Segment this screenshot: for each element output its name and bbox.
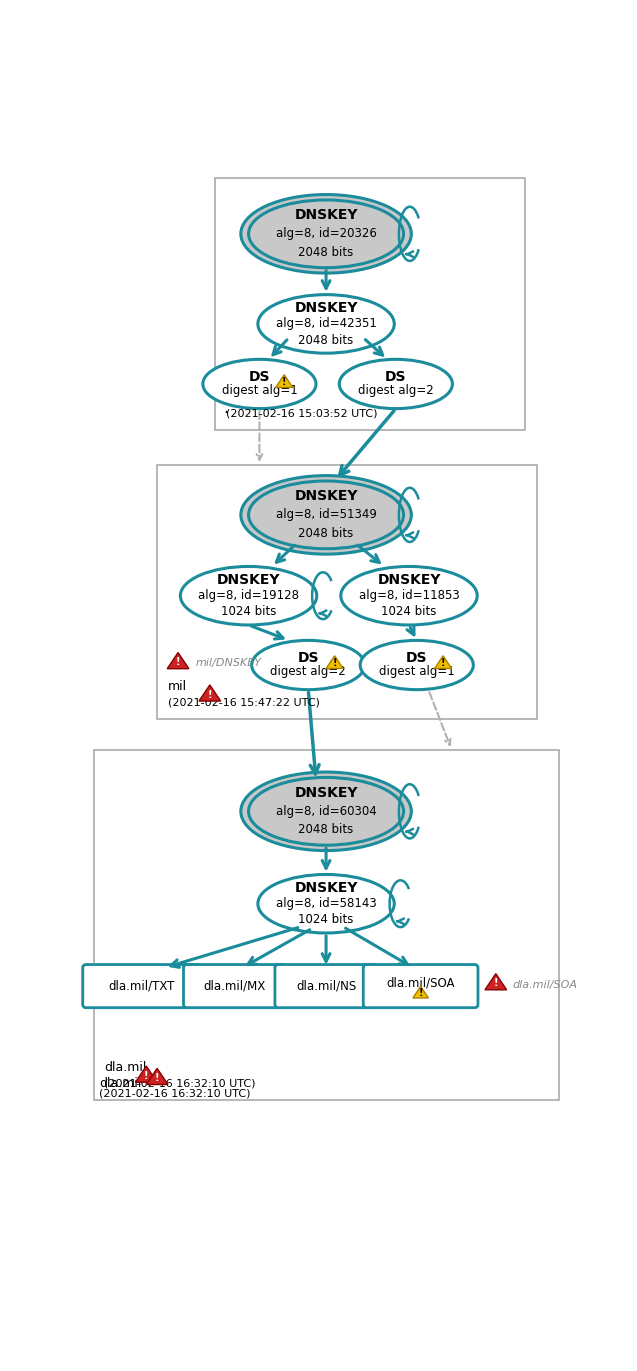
Text: digest alg=1: digest alg=1 <box>222 384 297 398</box>
FancyBboxPatch shape <box>83 965 201 1008</box>
Bar <box>94 750 559 1100</box>
Text: (2021-02-16 16:32:10 UTC): (2021-02-16 16:32:10 UTC) <box>104 1078 256 1089</box>
Text: DNSKEY: DNSKEY <box>217 573 280 587</box>
Text: alg=8, id=20326: alg=8, id=20326 <box>276 228 376 240</box>
Text: (2021-02-16 15:03:52 UTC): (2021-02-16 15:03:52 UTC) <box>226 409 378 418</box>
Text: !: ! <box>441 658 445 669</box>
Text: 1024 bits: 1024 bits <box>382 606 437 618</box>
Text: dla.mil/SOA: dla.mil/SOA <box>387 978 455 990</box>
Text: digest alg=2: digest alg=2 <box>358 384 434 398</box>
Ellipse shape <box>258 875 394 934</box>
Text: 2048 bits: 2048 bits <box>299 526 354 540</box>
Text: dla.mil/NS: dla.mil/NS <box>296 980 356 993</box>
Text: DS: DS <box>406 651 427 665</box>
Polygon shape <box>434 655 452 669</box>
Bar <box>157 465 537 718</box>
Polygon shape <box>485 973 506 990</box>
Bar <box>215 178 526 430</box>
Text: (2021-02-16 15:47:22 UTC): (2021-02-16 15:47:22 UTC) <box>168 696 320 707</box>
Text: 2048 bits: 2048 bits <box>299 245 354 259</box>
Polygon shape <box>147 1068 168 1084</box>
Text: DS: DS <box>248 370 270 384</box>
Text: dla.mil/TXT: dla.mil/TXT <box>108 980 175 993</box>
Ellipse shape <box>248 200 404 267</box>
Text: dla.mil/MX: dla.mil/MX <box>203 980 266 993</box>
Text: digest alg=1: digest alg=1 <box>379 665 455 679</box>
Text: DNSKEY: DNSKEY <box>377 573 441 587</box>
FancyBboxPatch shape <box>183 965 286 1008</box>
Text: !: ! <box>333 658 337 669</box>
Ellipse shape <box>360 640 473 690</box>
Text: alg=8, id=58143: alg=8, id=58143 <box>276 897 376 910</box>
Ellipse shape <box>241 772 412 850</box>
FancyBboxPatch shape <box>275 965 377 1008</box>
Text: alg=8, id=60304: alg=8, id=60304 <box>276 805 376 818</box>
Polygon shape <box>276 374 293 388</box>
Text: dla.mil: dla.mil <box>104 1061 147 1073</box>
Text: !: ! <box>208 690 212 699</box>
Text: !: ! <box>144 1071 148 1080</box>
Text: !: ! <box>494 979 498 988</box>
Text: !: ! <box>176 657 180 668</box>
Text: DS: DS <box>297 651 319 665</box>
Ellipse shape <box>241 476 412 554</box>
Text: !: ! <box>419 988 423 998</box>
Ellipse shape <box>340 359 452 409</box>
Text: DNSKEY: DNSKEY <box>294 300 358 315</box>
Ellipse shape <box>341 566 477 625</box>
Text: DNSKEY: DNSKEY <box>294 208 358 222</box>
Ellipse shape <box>248 777 404 845</box>
Polygon shape <box>326 655 343 669</box>
Text: digest alg=2: digest alg=2 <box>270 665 346 679</box>
Ellipse shape <box>248 481 404 548</box>
Text: DNSKEY: DNSKEY <box>294 786 358 799</box>
FancyBboxPatch shape <box>363 965 478 1008</box>
Ellipse shape <box>241 195 412 273</box>
Text: DS: DS <box>385 370 406 384</box>
Text: alg=8, id=51349: alg=8, id=51349 <box>276 509 376 521</box>
Text: (2021-02-16 16:32:10 UTC): (2021-02-16 16:32:10 UTC) <box>99 1089 250 1098</box>
Text: 1024 bits: 1024 bits <box>298 913 354 927</box>
Text: 1024 bits: 1024 bits <box>221 606 276 618</box>
Ellipse shape <box>258 295 394 354</box>
Text: DNSKEY: DNSKEY <box>294 880 358 895</box>
Text: 2048 bits: 2048 bits <box>299 824 354 836</box>
Text: !: ! <box>282 377 287 388</box>
Ellipse shape <box>180 566 317 625</box>
Polygon shape <box>167 653 189 669</box>
Ellipse shape <box>203 359 316 409</box>
Text: alg=8, id=42351: alg=8, id=42351 <box>276 318 376 330</box>
Text: 2048 bits: 2048 bits <box>299 333 354 347</box>
Text: DNSKEY: DNSKEY <box>294 489 358 503</box>
Text: .: . <box>223 399 228 417</box>
Ellipse shape <box>252 640 365 690</box>
Text: alg=8, id=19128: alg=8, id=19128 <box>198 590 299 602</box>
Text: dla.mil/SOA: dla.mil/SOA <box>512 979 577 990</box>
Text: dla.mil: dla.mil <box>99 1078 141 1090</box>
Polygon shape <box>199 686 220 701</box>
Text: mil/DNSKEY: mil/DNSKEY <box>196 658 262 669</box>
Polygon shape <box>413 986 428 998</box>
Text: mil: mil <box>168 680 187 692</box>
Text: alg=8, id=11853: alg=8, id=11853 <box>359 590 459 602</box>
Polygon shape <box>136 1067 157 1082</box>
Text: !: ! <box>155 1073 159 1083</box>
